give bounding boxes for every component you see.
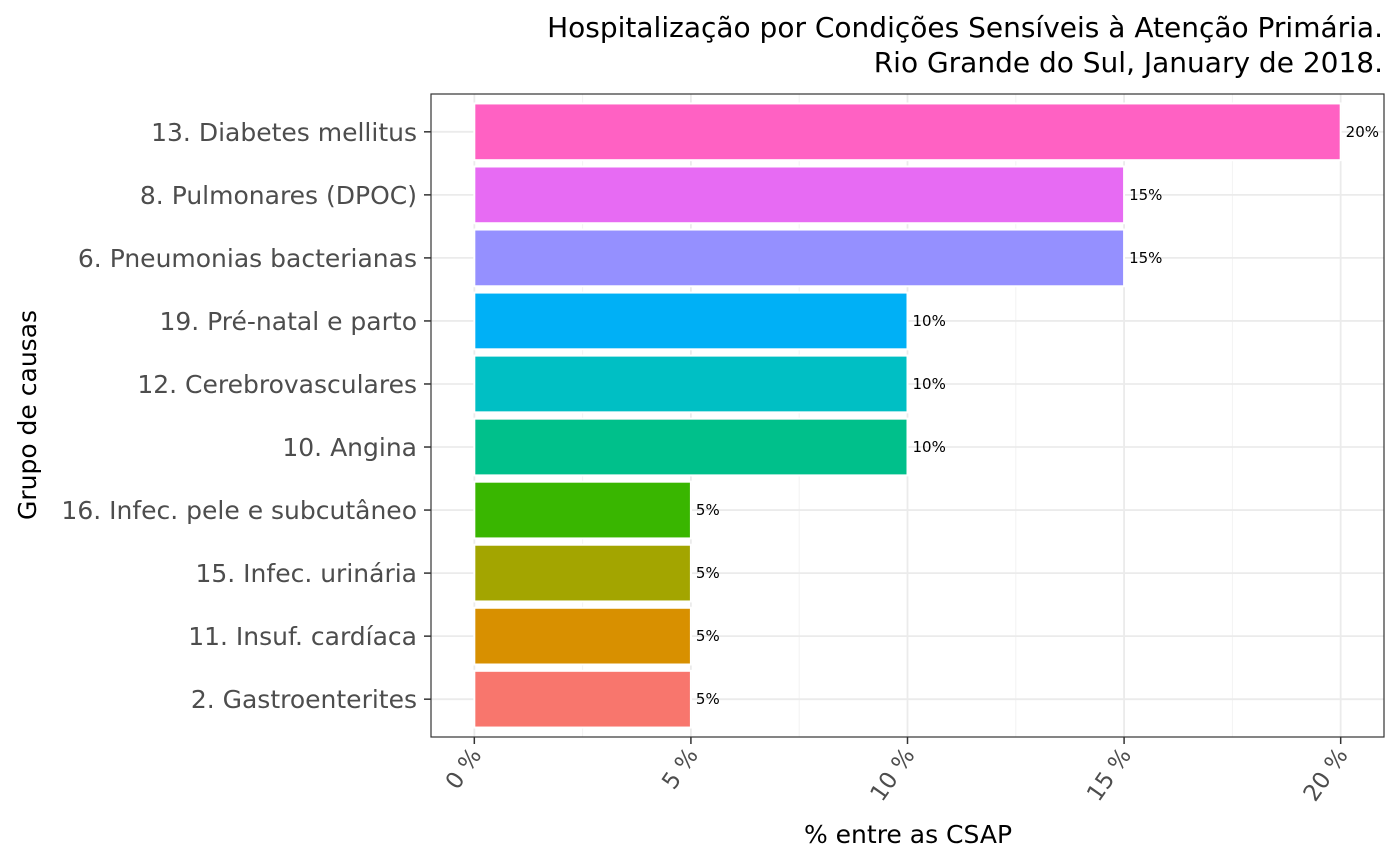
bar-value-label: 20% [1346, 123, 1379, 141]
data-labels: 20% 15% 15% 10% 10% 10% 5% 5% 5% 5% [696, 123, 1379, 708]
bar-value-label: 10% [913, 312, 946, 330]
bar [473, 669, 692, 729]
bar-value-label: 15% [1129, 186, 1162, 204]
y-tick-label: 8. Pulmonares (DPOC) [140, 181, 417, 210]
bar-value-label: 10% [913, 375, 946, 393]
bar-value-label: 5% [696, 627, 720, 645]
chart-subtitle: Rio Grande do Sul, January de 2018. [874, 46, 1383, 79]
x-axis-title: % entre as CSAP [804, 820, 1012, 849]
bar-value-label: 5% [696, 501, 720, 519]
y-tick-label: 10. Angina [282, 433, 417, 462]
y-axis-title: Grupo de causas [13, 310, 42, 520]
bar-value-label: 10% [913, 438, 946, 456]
y-tick-label: 2. Gastroenterites [191, 685, 417, 714]
x-tick-label: 5 % [657, 744, 703, 795]
x-axis: 0 % 5 % 10 % 15 % 20 % [441, 737, 1354, 806]
bar [473, 291, 909, 351]
x-tick-label: 0 % [441, 744, 487, 795]
bar [473, 543, 692, 603]
chart-title: Hospitalização por Condições Sensíveis à… [547, 11, 1383, 44]
bar [473, 480, 692, 540]
y-tick-label: 11. Insuf. cardíaca [188, 622, 417, 651]
x-tick-label: 10 % [866, 744, 921, 807]
y-tick-label: 13. Diabetes mellitus [151, 118, 417, 147]
y-tick-label: 6. Pneumonias bacterianas [78, 244, 417, 273]
bar-value-label: 5% [696, 564, 720, 582]
bar [473, 354, 909, 414]
bar [473, 165, 1126, 225]
bar [473, 417, 909, 477]
x-tick-label: 15 % [1082, 744, 1137, 807]
x-tick-label: 20 % [1299, 744, 1354, 807]
bar [473, 228, 1126, 288]
y-tick-label: 16. Infec. pele e subcutâneo [61, 496, 417, 525]
bars [473, 102, 1342, 729]
y-tick-label: 19. Pré-natal e parto [159, 307, 417, 336]
bar [473, 102, 1342, 162]
bar-value-label: 5% [696, 690, 720, 708]
bar-value-label: 15% [1129, 249, 1162, 267]
y-tick-label: 15. Infec. urinária [195, 559, 417, 588]
bar [473, 606, 692, 666]
y-axis: 13. Diabetes mellitus 8. Pulmonares (DPOC… [61, 118, 431, 714]
y-tick-label: 12. Cerebrovasculares [137, 370, 417, 399]
